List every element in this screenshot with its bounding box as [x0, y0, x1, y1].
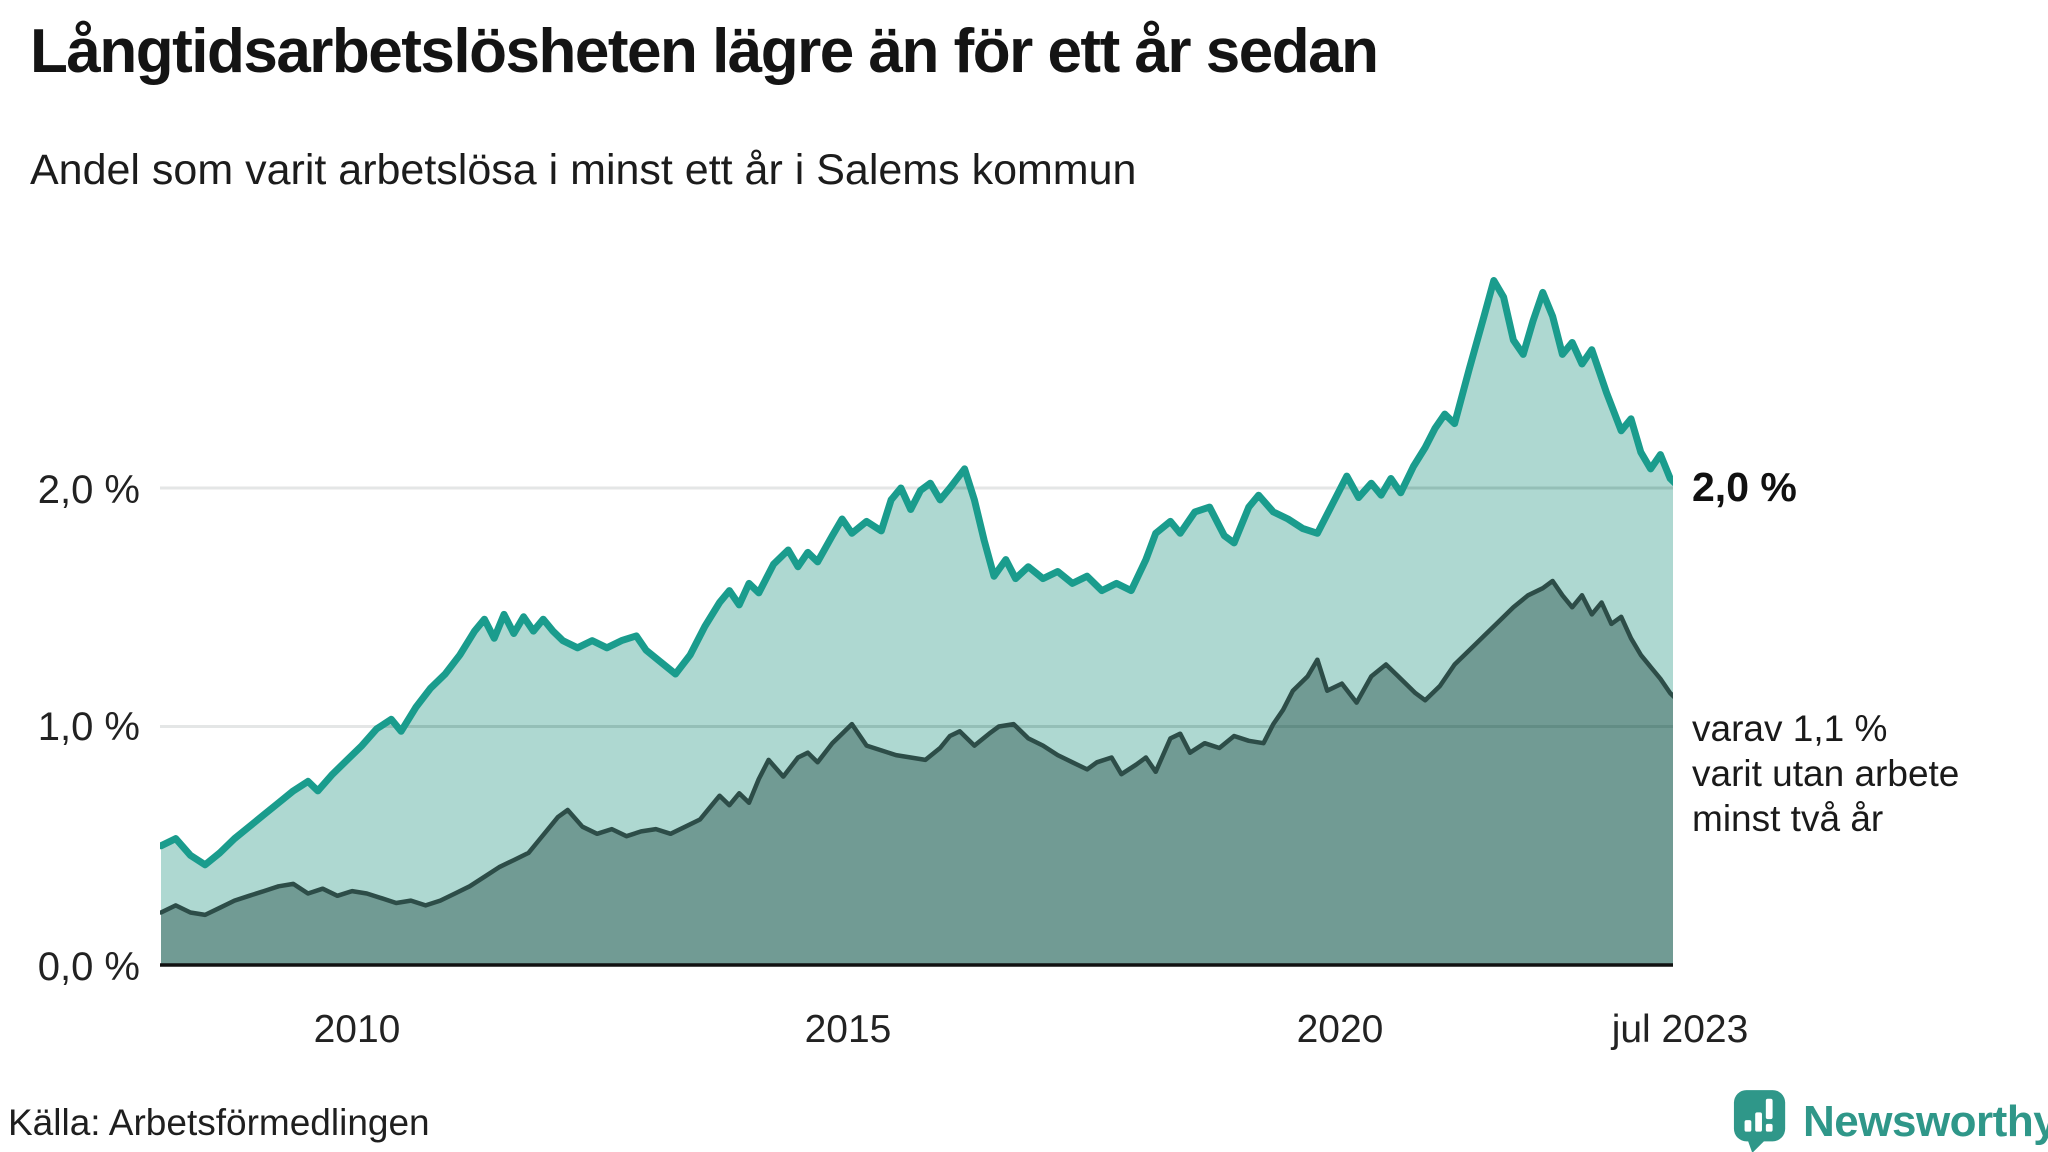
brand-logo: Newsworthy — [1732, 1088, 2048, 1152]
source-note: Källa: Arbetsförmedlingen — [8, 1102, 430, 1143]
y-tick-label-1: 1,0 % — [37, 705, 140, 749]
x-tick-label-2020: 2020 — [1296, 1008, 1384, 1051]
x-tick-label-2010: 2010 — [313, 1008, 401, 1051]
brand-wordmark: Newsworthy — [1803, 1097, 2048, 1146]
page-title: Långtidsarbetslösheten lägre än för ett … — [30, 17, 1379, 86]
note-line-3: minst två år — [1692, 798, 1884, 839]
series-end-value-label: 2,0 % — [1692, 464, 1797, 510]
page-subtitle: Andel som varit arbetslösa i minst ett å… — [30, 146, 1137, 194]
newsworthy-icon — [1733, 1090, 1786, 1152]
note-line-1: varav 1,1 % — [1692, 708, 1888, 749]
chart-svg — [160, 277, 1673, 967]
y-tick-label-0: 0,0 % — [37, 945, 140, 989]
x-tick-label-2015: 2015 — [804, 1008, 892, 1051]
note-line-2: varit utan arbete — [1692, 753, 1960, 794]
area-chart — [160, 180, 1673, 967]
y-tick-label-2: 2,0 % — [37, 468, 140, 512]
series-two-years-note: varav 1,1 % varit utan arbete minst två … — [1692, 706, 1959, 841]
x-tick-label-jul-2023: jul 2023 — [1611, 1008, 1749, 1051]
